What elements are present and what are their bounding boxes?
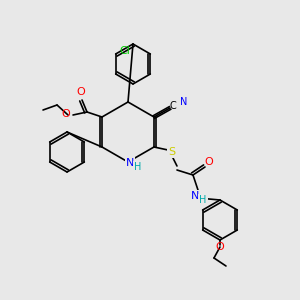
Text: N: N — [126, 158, 134, 168]
Text: O: O — [61, 109, 70, 119]
Text: O: O — [76, 87, 85, 97]
Text: Cl: Cl — [119, 46, 130, 56]
Text: N: N — [191, 191, 199, 201]
Text: H: H — [199, 195, 207, 205]
Text: N: N — [180, 97, 188, 107]
Text: S: S — [168, 147, 175, 157]
Text: O: O — [205, 157, 213, 167]
Text: C: C — [169, 101, 176, 111]
Text: O: O — [216, 242, 224, 252]
Text: H: H — [134, 162, 142, 172]
